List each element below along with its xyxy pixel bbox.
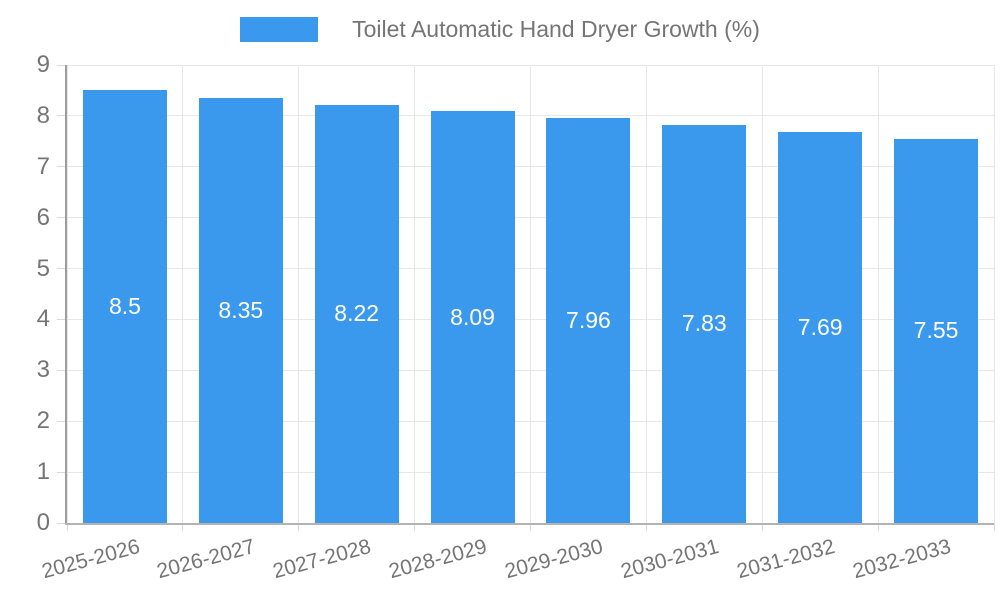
legend-swatch — [240, 17, 319, 43]
x-axis-tick-mark — [877, 523, 879, 531]
y-axis-tick-label: 0 — [36, 509, 50, 536]
x-axis-tick-label: 2031-2032 — [734, 535, 838, 584]
bar-value-label: 7.55 — [913, 317, 959, 344]
gridline-vertical — [66, 65, 68, 523]
bar[interactable]: 7.96 — [546, 117, 631, 523]
y-axis-tick-mark — [57, 318, 67, 320]
bar-value-label: 7.96 — [566, 306, 611, 333]
y-axis-tick-label: 3 — [36, 356, 50, 384]
gridline-vertical — [182, 65, 184, 523]
x-axis-tick-mark — [645, 523, 647, 531]
x-axis-tick-label: 2032-2033 — [850, 535, 954, 584]
legend-item[interactable]: Toilet Automatic Hand Dryer Growth (%) — [0, 16, 1000, 44]
legend-label: Toilet Automatic Hand Dryer Growth (%) — [352, 16, 760, 42]
y-axis-line — [65, 65, 67, 523]
bar-value-label: 8.09 — [450, 303, 495, 330]
x-axis-tick-label: 2026-2027 — [154, 535, 258, 584]
x-axis-tick-mark — [530, 523, 531, 531]
y-axis-tick-label: 7 — [36, 152, 50, 180]
y-axis-tick-label: 4 — [36, 305, 50, 333]
x-axis-tick-mark — [414, 523, 416, 531]
y-axis-tick-mark — [57, 369, 67, 371]
x-axis-tick-mark — [298, 523, 300, 531]
x-axis-tick-label: 2027-2028 — [270, 535, 374, 584]
bar-value-label: 8.22 — [334, 300, 380, 327]
x-axis-tick-label: 2030-2031 — [618, 535, 722, 584]
gridline-vertical — [761, 65, 763, 523]
y-axis-tick-mark — [57, 268, 67, 270]
y-axis-tick-mark — [57, 420, 67, 422]
y-axis-tick-mark — [57, 64, 67, 66]
bar-value-label: 7.83 — [681, 310, 727, 337]
gridline-vertical — [530, 65, 531, 523]
x-axis-tick-mark — [182, 523, 184, 531]
y-axis-tick-mark — [57, 166, 67, 168]
y-axis-tick-label: 1 — [36, 458, 50, 486]
gridline-vertical — [414, 65, 416, 523]
bar-value-label: 8.5 — [108, 293, 141, 320]
y-axis-tick-mark — [57, 522, 67, 524]
y-axis-tick-label: 5 — [36, 254, 50, 282]
y-axis-tick-label: 8 — [36, 101, 50, 129]
bar-value-label: 8.35 — [218, 297, 264, 324]
x-axis-tick-label: 2029-2030 — [502, 535, 606, 584]
x-axis-tick-label: 2028-2029 — [386, 535, 490, 584]
x-axis-tick-label: 2025-2026 — [38, 535, 142, 584]
gridline-vertical — [298, 65, 300, 523]
x-axis-tick-mark — [761, 523, 763, 531]
bar[interactable]: 8.09 — [430, 111, 515, 523]
x-axis-tick-mark — [66, 523, 68, 531]
bar[interactable]: 7.69 — [778, 131, 863, 523]
bar-value-label: 7.69 — [797, 313, 843, 340]
x-axis-tick-mark — [993, 523, 995, 531]
y-axis-tick-mark — [57, 471, 67, 473]
bar[interactable]: 8.35 — [198, 98, 283, 523]
bar[interactable]: 8.22 — [314, 104, 399, 523]
x-axis-line — [65, 523, 994, 525]
bar[interactable]: 7.55 — [894, 138, 979, 523]
y-axis-tick-label: 9 — [36, 51, 50, 78]
y-axis-tick-label: 6 — [36, 203, 50, 231]
y-axis-tick-mark — [57, 217, 67, 219]
gridline-vertical — [645, 65, 647, 523]
y-axis-tick-mark — [57, 115, 67, 117]
gridline-vertical — [877, 65, 879, 523]
bar[interactable]: 8.5 — [82, 90, 167, 523]
y-axis-tick-label: 2 — [36, 407, 50, 435]
bar[interactable]: 7.83 — [662, 124, 747, 523]
gridline-vertical — [993, 65, 995, 523]
